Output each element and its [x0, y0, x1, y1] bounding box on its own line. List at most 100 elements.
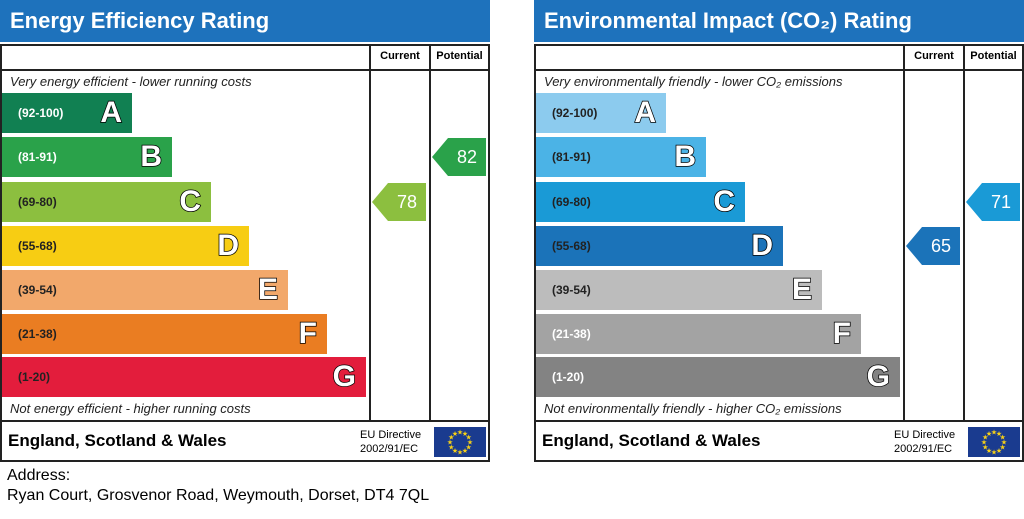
svg-text:★: ★ — [457, 429, 463, 437]
svg-text:★: ★ — [996, 447, 1002, 455]
header-divider — [0, 69, 490, 71]
svg-text:★: ★ — [1000, 434, 1006, 442]
footer-divider — [0, 420, 490, 422]
svg-text:★: ★ — [462, 430, 468, 438]
eu-flag-icon: ★ ★ ★ ★ ★ ★ ★ ★ ★ ★ ★ ★ — [434, 427, 486, 457]
eu-directive-text: EU Directive 2002/91/EC — [360, 429, 422, 455]
eu-flag-icon: ★ ★ ★ ★ ★ ★ ★ ★ ★ ★ ★ ★ — [968, 427, 1020, 457]
band-range: (1-20) — [552, 370, 585, 384]
rating-value: 82 — [456, 147, 478, 167]
band-letter: G — [866, 359, 891, 394]
band-range: (55-68) — [552, 239, 591, 253]
rating-band-d: (55-68) D — [2, 226, 249, 266]
current-rating-arrow: 78 — [372, 183, 426, 221]
band-range: (92-100) — [18, 106, 64, 120]
column-divider — [369, 44, 371, 422]
rating-band-f: (21-38) F — [536, 314, 861, 354]
svg-text:★: ★ — [991, 449, 997, 457]
chart-frame — [534, 44, 1024, 462]
chart-title: Energy Efficiency Rating — [0, 0, 490, 42]
band-range: (21-38) — [552, 327, 591, 341]
column-header-current: Current — [380, 50, 420, 62]
potential-rating-arrow: 71 — [966, 183, 1020, 221]
energy-efficiency-panel: Energy Efficiency Rating Current Potential… — [0, 0, 490, 462]
band-letter: D — [217, 228, 240, 263]
rating-band-g: (1-20) G — [536, 357, 900, 397]
footer-divider — [534, 420, 1024, 422]
rating-band-d: (55-68) D — [536, 226, 783, 266]
svg-text:★: ★ — [996, 430, 1002, 438]
svg-text:★: ★ — [986, 447, 992, 455]
header-divider — [534, 69, 1024, 71]
svg-text:★: ★ — [466, 434, 472, 442]
environmental-impact-panel: Environmental Impact (CO₂) Rating Current… — [534, 0, 1024, 462]
band-letter: D — [751, 228, 774, 263]
column-header-current: Current — [914, 50, 954, 62]
band-range: (69-80) — [552, 195, 591, 209]
band-letter: B — [140, 139, 163, 174]
column-header-potential: Potential — [436, 50, 483, 62]
column-divider — [429, 44, 431, 422]
column-divider — [903, 44, 905, 422]
chart-title: Environmental Impact (CO₂) Rating — [534, 0, 1024, 42]
band-letter: G — [332, 359, 357, 394]
bottom-note: Not environmentally friendly - higher CO… — [544, 401, 842, 416]
band-letter: B — [674, 139, 697, 174]
band-range: (92-100) — [552, 106, 598, 120]
rating-value: 78 — [396, 192, 418, 212]
rating-band-b: (81-91) B — [536, 137, 706, 177]
address-label: Address: — [7, 467, 71, 484]
band-letter: C — [713, 184, 736, 219]
svg-text:★: ★ — [466, 444, 472, 452]
band-range: (39-54) — [18, 283, 57, 297]
band-range: (55-68) — [18, 239, 57, 253]
svg-text:★: ★ — [452, 447, 458, 455]
svg-text:★: ★ — [452, 430, 458, 438]
band-range: (39-54) — [552, 283, 591, 297]
band-range: (69-80) — [18, 195, 57, 209]
bottom-note: Not energy efficient - higher running co… — [10, 401, 251, 416]
svg-text:★: ★ — [986, 430, 992, 438]
potential-rating-arrow: 82 — [432, 138, 486, 176]
band-range: (81-91) — [552, 150, 591, 164]
rating-value: 71 — [990, 192, 1012, 212]
svg-text:★: ★ — [467, 439, 473, 447]
region-label: England, Scotland & Wales — [542, 431, 761, 450]
svg-text:★: ★ — [982, 444, 988, 452]
rating-band-e: (39-54) E — [2, 270, 288, 310]
band-letter: F — [832, 316, 852, 351]
band-letter: C — [179, 184, 202, 219]
band-letter: A — [100, 95, 123, 130]
svg-text:★: ★ — [991, 429, 997, 437]
svg-text:★: ★ — [447, 439, 453, 447]
svg-text:★: ★ — [981, 439, 987, 447]
svg-text:★: ★ — [448, 434, 454, 442]
rating-band-c: (69-80) C — [536, 182, 745, 222]
band-letter: A — [634, 95, 657, 130]
svg-text:★: ★ — [448, 444, 454, 452]
top-note: Very environmentally friendly - lower CO… — [544, 74, 843, 89]
svg-text:★: ★ — [462, 447, 468, 455]
svg-text:★: ★ — [1001, 439, 1007, 447]
band-letter: E — [791, 272, 813, 307]
current-rating-arrow: 65 — [906, 227, 960, 265]
rating-band-f: (21-38) F — [2, 314, 327, 354]
svg-text:★: ★ — [457, 449, 463, 457]
column-header-potential: Potential — [970, 50, 1017, 62]
column-divider — [963, 44, 965, 422]
top-note: Very energy efficient - lower running co… — [10, 74, 252, 89]
rating-band-a: (92-100) A — [2, 93, 132, 133]
address-block: Address: Ryan Court, Grosvenor Road, Wey… — [7, 466, 429, 506]
rating-band-a: (92-100) A — [536, 93, 666, 133]
rating-band-g: (1-20) G — [2, 357, 366, 397]
region-label: England, Scotland & Wales — [8, 431, 227, 450]
band-range: (1-20) — [18, 370, 51, 384]
chart-frame — [0, 44, 490, 462]
rating-band-e: (39-54) E — [536, 270, 822, 310]
band-range: (21-38) — [18, 327, 57, 341]
rating-band-c: (69-80) C — [2, 182, 211, 222]
svg-text:★: ★ — [1000, 444, 1006, 452]
band-letter: E — [257, 272, 279, 307]
address-line: Ryan Court, Grosvenor Road, Weymouth, Do… — [7, 487, 430, 504]
rating-value: 65 — [930, 236, 952, 256]
